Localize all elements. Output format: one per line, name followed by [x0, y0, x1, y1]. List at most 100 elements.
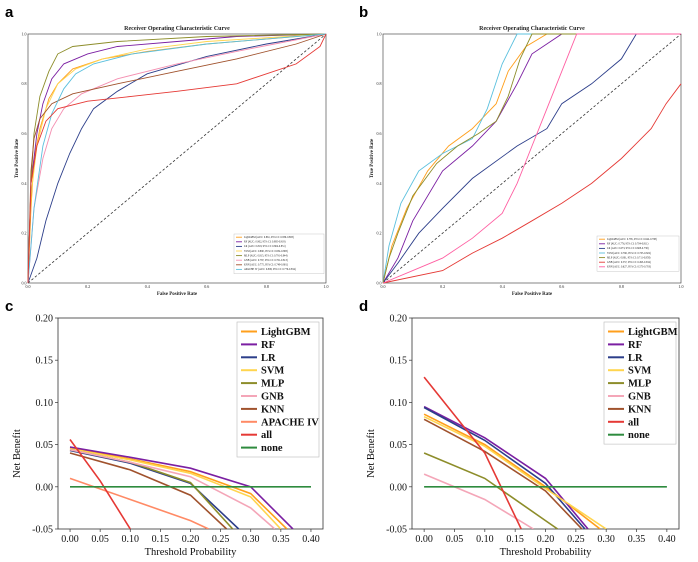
dca-chart-c: 0.00 0.05 0.10 0.15 0.20 0.25 0.30 0.35 0.40 0.20…: [12, 314, 324, 558]
x-tick-label: 0.00: [415, 534, 433, 545]
legend-entry: RF: [628, 340, 642, 351]
legend-entry: LR: [628, 353, 643, 364]
legend-entry: LightGBM: [261, 327, 311, 338]
legend-entry: KNN: [628, 404, 652, 415]
x-tick-label: 0.40: [302, 534, 320, 545]
y-tick-label: 1.0: [22, 31, 27, 36]
legend-entry: RF (AUC: 0.902, 95% CI: 0.885-0.919): [244, 241, 286, 244]
roc-series-line-7: [27, 33, 327, 284]
x-tick-label: 0.00: [61, 534, 79, 545]
x-tick-label: 0.25: [212, 534, 230, 545]
diagonal-reference-line: [382, 33, 682, 284]
legend-entry: RF: [261, 340, 275, 351]
diagonal-reference-line: [27, 33, 327, 284]
y-tick-label: -0.05: [32, 525, 53, 536]
dca-series-line-6: [423, 418, 583, 529]
y-tick-label: 0.6: [377, 131, 382, 136]
roc-series-line-1: [27, 33, 327, 284]
dca-series-line-0: [69, 447, 288, 529]
y-tick-label: 1.0: [377, 31, 382, 36]
y-tick-label: 0.8: [377, 81, 382, 86]
x-tick-label: 0.2: [440, 284, 445, 289]
x-axis-label: Threshold Probability: [500, 547, 593, 558]
dca-series-line-1: [423, 405, 589, 529]
legend-entry: APACHE IV (AUC: 0.808, 95% CI: 0.779-0.8…: [244, 268, 296, 271]
y-tick-label: 0.00: [36, 482, 54, 493]
x-tick-label: 0.6: [559, 284, 564, 289]
legend-entry: MLP: [261, 379, 285, 390]
x-tick-label: 0.10: [122, 534, 140, 545]
x-tick-label: 0.20: [537, 534, 555, 545]
legend-entry: GNB: [628, 392, 651, 403]
legend-entry: LR (AUC: 0.818, 95% CI: 0.804-0.851): [244, 245, 286, 248]
y-tick-label: 0.6: [22, 131, 27, 136]
dca-series-line-3: [69, 448, 282, 529]
legend-box: [233, 233, 325, 274]
legend-entry: KNN (AUC: 0.775, 95% CI: 0.749-0.801): [244, 264, 288, 267]
x-tick-label: 0.15: [152, 534, 170, 545]
legend-entry: none: [628, 430, 650, 441]
legend-entry: KNN: [261, 404, 285, 415]
roc-series-line-5: [382, 83, 682, 284]
x-tick-label: 0.40: [658, 534, 676, 545]
legend-entry: APACHE IV: [261, 417, 319, 428]
y-tick-label: 0.20: [390, 314, 408, 325]
y-tick-label: 0.10: [390, 398, 408, 409]
x-tick-label: 0.4: [145, 284, 150, 289]
y-tick-label: 0.00: [390, 482, 408, 493]
y-tick-label: 0.0: [22, 280, 27, 285]
legend-entry: LR (AUC: 0.673, 95% CI: 0.608-0.738): [607, 247, 649, 250]
legend-entry: all: [261, 430, 272, 441]
dca-series-line-5: [69, 448, 276, 529]
legend-entry: GNB (AUC: 0.557, 95% CI: 0.493-0.634): [607, 261, 651, 264]
y-tick-label: -0.05: [386, 525, 407, 536]
x-tick-label: 0.8: [619, 284, 624, 289]
x-tick-label: 0.10: [476, 534, 494, 545]
legend-entry: GNB (AUC: 0.787, 95% CI: 0.761-0.813): [244, 259, 288, 262]
x-tick-label: 0.0: [26, 284, 31, 289]
dca-series-line-1: [69, 446, 294, 529]
legend-entry: SVM (AUC: 0.890, 95% CI: 0.834-0.885): [244, 250, 288, 253]
roc-series-line-1: [382, 33, 681, 284]
chart-title: Receiver Operating Characteristic Curve: [124, 26, 230, 32]
plot-frame: [27, 33, 327, 284]
dca-series-line-7: [69, 477, 209, 529]
x-tick-label: 1.0: [679, 284, 684, 289]
dca-series-line-0: [423, 413, 601, 529]
dca-series-line-4: [423, 452, 559, 529]
roc-series-line-0: [382, 33, 681, 284]
roc-series-line-8: [27, 33, 327, 284]
y-tick-label: 0.10: [36, 398, 54, 409]
x-tick-label: 0.8: [264, 284, 269, 289]
y-tick-label: 0.8: [22, 81, 27, 86]
dca-series-line-8: [69, 439, 131, 529]
y-tick-label: 0.2: [22, 231, 27, 236]
dca-chart-d: 0.00 0.05 0.10 0.15 0.20 0.25 0.30 0.35 0.40 0.20…: [366, 314, 680, 558]
x-tick-label: 0.20: [182, 534, 200, 545]
y-axis-label: True Positive Rate: [15, 138, 20, 178]
series-group: [69, 439, 311, 529]
x-tick-label: 0.05: [91, 534, 109, 545]
roc-series-line-6: [382, 33, 681, 284]
legend-entry: MLP (AUC: 0.815, 95% CI: 0.791-0.844): [244, 254, 288, 257]
x-axis-label: Threshold Probability: [145, 547, 238, 558]
dca-series-line-6: [69, 452, 228, 529]
legend-box: [596, 235, 680, 272]
x-tick-label: 0.30: [597, 534, 615, 545]
x-axis-label: False Positive Rate: [157, 292, 198, 297]
x-axis-label: False Positive Rate: [512, 292, 553, 297]
x-tick-label: 0.2: [85, 284, 90, 289]
x-tick-label: 0.35: [628, 534, 646, 545]
legend-entry: LightGBM (AUC: 0.861, 95% CI: 0.839-0.88…: [244, 236, 294, 239]
roc-series-line-3: [27, 33, 327, 284]
y-axis-label: Net Benefit: [12, 429, 23, 478]
roc-series-line-2: [382, 33, 681, 284]
panel-label-d: d: [359, 298, 368, 315]
y-tick-label: 0.2: [377, 231, 382, 236]
panel-label-b: b: [359, 4, 368, 21]
legend-entry: RF (AUC: 0.776, 95% CI: 0.704-0.811): [607, 243, 648, 246]
x-tick-label: 0.6: [204, 284, 209, 289]
legend-entry: MLP (AUC: 0.801, 95% CI: 0.711-0.858): [607, 256, 651, 259]
y-tick-label: 0.05: [36, 440, 54, 451]
